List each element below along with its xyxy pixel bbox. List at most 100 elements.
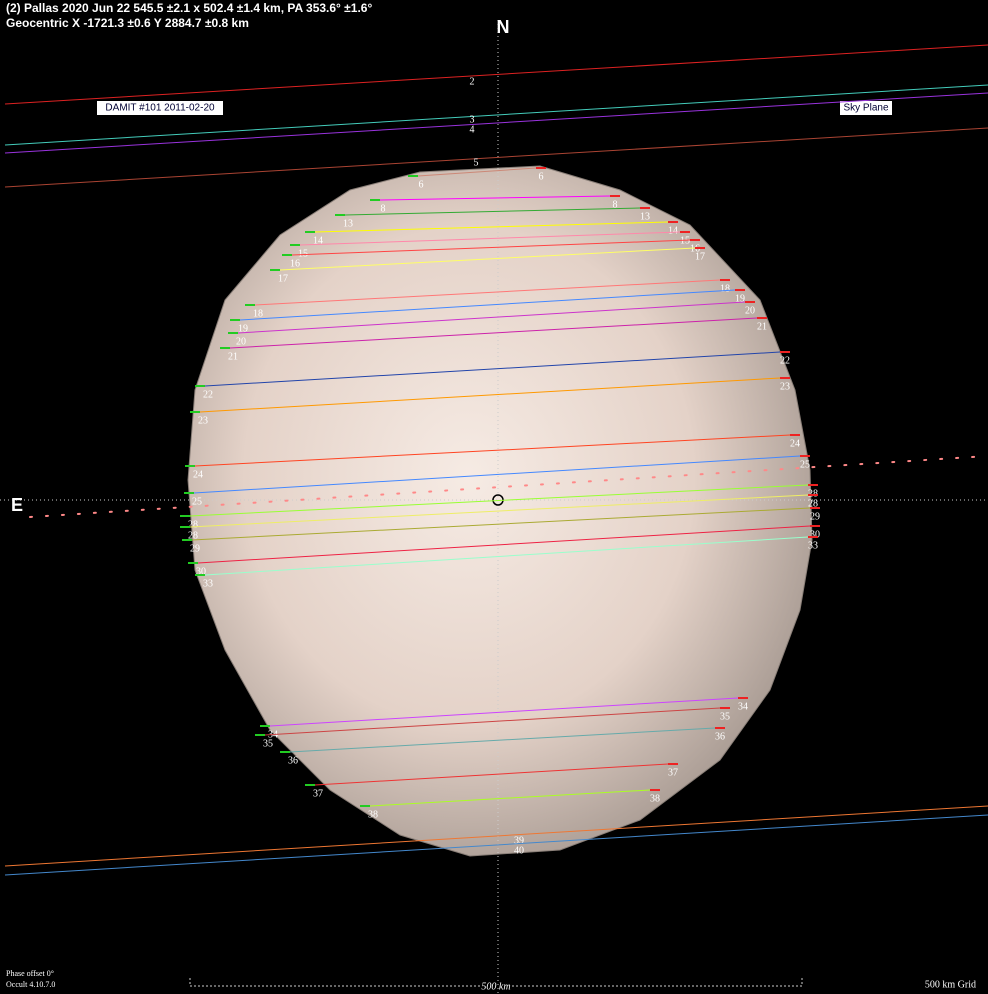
chord-label: 38: [650, 793, 660, 804]
chord-label: 14: [668, 225, 678, 236]
chord: [239, 289, 736, 321]
limit-label: 40: [514, 845, 524, 856]
chord-label: 22: [780, 355, 790, 366]
header-line-2: Geocentric X -1721.3 ±0.6 Y 2884.7 ±0.8 …: [6, 16, 249, 30]
path-line: [29, 455, 988, 518]
chord-label: 15: [680, 235, 690, 246]
chord-label: 23: [198, 415, 208, 426]
chord-label: 38: [368, 809, 378, 820]
chord-label: 6: [419, 179, 424, 190]
chord-label: 29: [190, 543, 200, 554]
chord: [189, 494, 809, 528]
chord: [204, 351, 781, 387]
header-line-1: (2) Pallas 2020 Jun 22 545.5 ±2.1 x 502.…: [6, 1, 372, 15]
chord-label: 30: [810, 529, 820, 540]
east-label: E: [11, 495, 23, 515]
chord: [197, 525, 811, 564]
limit-line: [4, 84, 988, 146]
chord-label: 13: [343, 218, 353, 229]
chord-label: 15: [298, 248, 308, 259]
chord-label: 8: [613, 199, 618, 210]
chord: [229, 317, 758, 349]
chord-label: 17: [695, 251, 705, 262]
chord-label: 24: [790, 438, 800, 449]
chord-label: 18: [720, 283, 730, 294]
chord: [191, 507, 811, 541]
chord-label: 36: [715, 731, 725, 742]
chord-label: 20: [236, 336, 246, 347]
limit-line: [4, 127, 988, 188]
chord-label: 37: [313, 788, 323, 799]
chord: [279, 247, 696, 271]
chord-label: 35: [720, 711, 730, 722]
chord: [379, 195, 611, 201]
chord-label: 13: [640, 211, 650, 222]
limit-line: [4, 814, 988, 876]
chord-label: 28: [808, 488, 818, 499]
chord: [194, 434, 791, 467]
chord-label: 30: [196, 566, 206, 577]
chord-label: 19: [735, 293, 745, 304]
chord-label: 21: [757, 321, 767, 332]
limit-line: [4, 44, 988, 105]
chord-label: 34: [738, 701, 748, 712]
chord-label: 8: [381, 203, 386, 214]
chord-label: 33: [808, 540, 818, 551]
chord: [193, 455, 801, 494]
model-label: DAMIT #101 2011-02-20: [105, 103, 215, 114]
phase-label: Phase offset 0°: [6, 969, 54, 978]
chord-label: 29: [810, 511, 820, 522]
chord-label: 18: [253, 308, 263, 319]
chord-label: 20: [745, 305, 755, 316]
chord: [199, 377, 781, 413]
chord: [417, 167, 537, 177]
limit-line: [4, 805, 988, 867]
limit-label: 4: [470, 124, 475, 135]
model-box: [97, 101, 223, 115]
chord: [264, 707, 721, 736]
chord-label: 35: [263, 738, 273, 749]
chord: [254, 279, 721, 306]
chord-label: 28: [808, 498, 818, 509]
chord: [291, 239, 691, 256]
grid-label: 500 km Grid: [925, 979, 976, 990]
chord-label: 21: [228, 351, 238, 362]
chord: [344, 207, 641, 216]
chord-label: 23: [780, 381, 790, 392]
chord-label: 36: [288, 755, 298, 766]
limit-label: 3: [470, 114, 475, 125]
chord-label: 19: [238, 323, 248, 334]
scale-label: 500 km: [481, 981, 510, 992]
chord: [314, 763, 669, 786]
chord: [369, 789, 651, 807]
version-label: Occult 4.10.7.0: [6, 980, 55, 989]
scale-bar: [189, 978, 803, 987]
north-label: N: [497, 17, 510, 37]
sky-box: [840, 101, 892, 115]
chord-label: 14: [313, 235, 323, 246]
chord: [299, 231, 681, 246]
chord-label: 16: [290, 258, 300, 269]
chord-label: 25: [800, 459, 810, 470]
chord-label: 22: [203, 389, 213, 400]
chord-label: 33: [203, 578, 213, 589]
chord: [269, 697, 739, 727]
sky-plane-label: Sky Plane: [843, 103, 888, 114]
chord-label: 37: [668, 767, 678, 778]
chord-label: 28: [188, 530, 198, 541]
chord: [204, 536, 809, 576]
chord-label: 24: [193, 469, 203, 480]
chord-label: 28: [188, 519, 198, 530]
limit-line: [4, 92, 988, 154]
chord-label: 25: [192, 496, 202, 507]
limit-label: 2: [470, 76, 475, 87]
chord: [314, 221, 669, 233]
chord-label: 6: [539, 171, 544, 182]
chord: [237, 301, 746, 334]
limit-label: 5: [474, 157, 479, 168]
chord-label: 17: [278, 273, 288, 284]
chord: [189, 484, 809, 517]
chord: [289, 727, 716, 753]
limit-label: 39: [514, 835, 524, 846]
